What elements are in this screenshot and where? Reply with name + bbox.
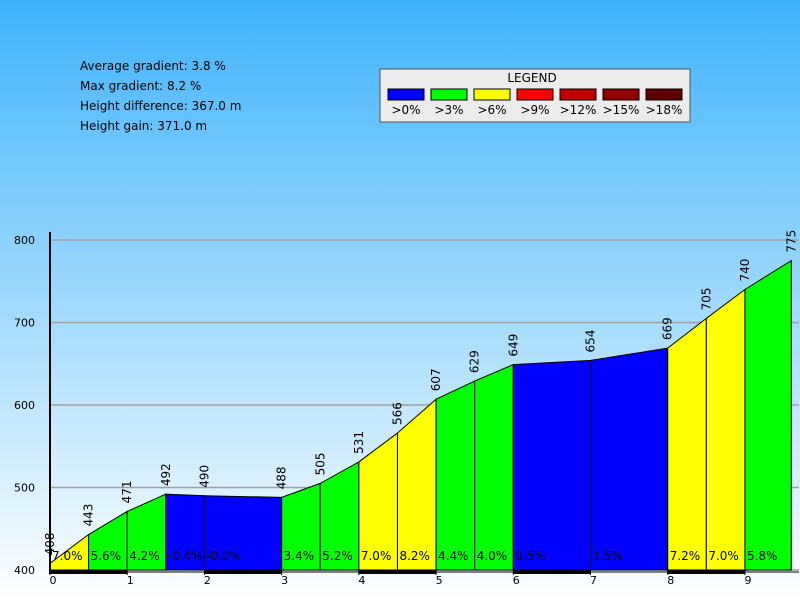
- x-scale-bar: [50, 570, 128, 574]
- elevation-label: 492: [159, 463, 173, 486]
- gradient-label: 7.0%: [708, 549, 739, 563]
- elevation-label: 654: [584, 330, 598, 353]
- stat-text: Max gradient: 8.2 %: [80, 79, 201, 93]
- segment: [705, 288, 746, 571]
- gradient-label: -0.2%: [206, 549, 241, 563]
- elevation-label: 443: [82, 504, 96, 527]
- legend-label: >6%: [477, 103, 506, 117]
- segment: [667, 317, 707, 571]
- legend-label: >9%: [520, 103, 549, 117]
- x-tick-label: 5: [436, 574, 443, 587]
- x-scale-bar: [513, 570, 591, 574]
- y-tick-label: 400: [14, 564, 35, 577]
- elevation-label: 775: [784, 230, 798, 253]
- legend-label: >12%: [560, 103, 597, 117]
- legend-title: LEGEND: [507, 71, 556, 85]
- legend-swatch: [645, 88, 683, 101]
- x-tick-label: 8: [667, 574, 674, 587]
- segment: [435, 380, 476, 571]
- gradient-label: 5.2%: [322, 549, 353, 563]
- gradient-label: 3.4%: [284, 549, 315, 563]
- x-scale-bar: [204, 570, 282, 574]
- elevation-label: 629: [468, 350, 482, 373]
- elevation-label: 566: [390, 402, 404, 425]
- legend-label: >0%: [391, 103, 420, 117]
- elevation-label: 607: [429, 368, 443, 391]
- legend-label: >18%: [646, 103, 683, 117]
- elevation-label: 740: [738, 259, 752, 282]
- x-tick-label: 4: [358, 574, 365, 587]
- gradient-label: 0.5%: [515, 549, 546, 563]
- stat-text: Height gain: 371.0 m: [80, 119, 207, 133]
- gradient-label: 7.0%: [361, 549, 392, 563]
- elevation-label: 471: [120, 481, 134, 504]
- y-tick-label: 600: [14, 399, 35, 412]
- y-tick-label: 800: [14, 234, 35, 247]
- legend-swatch: [430, 88, 468, 101]
- x-tick-label: 7: [590, 574, 597, 587]
- x-scale-bar: [358, 570, 437, 574]
- elevation-label: 490: [197, 465, 211, 488]
- segment: [474, 363, 514, 571]
- elevation-label: 669: [661, 317, 675, 340]
- elevation-label: 505: [313, 452, 327, 475]
- gradient-label: 1.5%: [593, 549, 624, 563]
- legend-swatch: [516, 88, 554, 101]
- gradient-label: 8.2%: [399, 549, 430, 563]
- gradient-label: 5.8%: [747, 549, 778, 563]
- x-tick-label: 3: [281, 574, 288, 587]
- legend-swatch: [387, 88, 425, 101]
- gradient-label: 4.2%: [129, 549, 160, 563]
- segment: [512, 359, 592, 571]
- elevation-label: 705: [699, 287, 713, 310]
- x-scale-bar: [667, 570, 745, 574]
- gradient-label: 7.0%: [52, 549, 83, 563]
- gradient-label: 5.6%: [91, 549, 122, 563]
- gradient-label: 4.4%: [438, 549, 469, 563]
- gradient-label: 7.2%: [670, 549, 701, 563]
- y-tick-label: 700: [14, 317, 35, 330]
- x-tick-label: 2: [204, 574, 211, 587]
- segment: [744, 259, 792, 571]
- gradient-label: -0.4%: [168, 549, 203, 563]
- x-tick-label: 6: [513, 574, 520, 587]
- x-tick-label: 0: [50, 574, 57, 587]
- legend-swatch: [473, 88, 511, 101]
- gradient-label: 4.0%: [477, 549, 508, 563]
- legend-label: >15%: [603, 103, 640, 117]
- elevation-label: 531: [352, 431, 366, 454]
- legend-label: >3%: [434, 103, 463, 117]
- stat-text: Height difference: 367.0 m: [80, 99, 241, 113]
- elevation-label: 488: [275, 466, 289, 489]
- legend-swatch: [559, 88, 597, 101]
- stat-text: Average gradient: 3.8 %: [80, 59, 226, 73]
- x-tick-label: 1: [127, 574, 134, 587]
- x-tick-label: 9: [744, 574, 751, 587]
- y-tick-label: 500: [14, 482, 35, 495]
- legend-swatch: [602, 88, 640, 101]
- segment: [590, 347, 669, 571]
- elevation-label: 649: [506, 334, 520, 357]
